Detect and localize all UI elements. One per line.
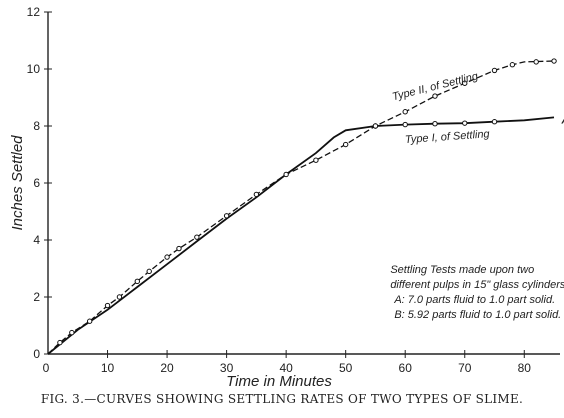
series-B-point (164, 254, 170, 260)
series-B-point (509, 62, 516, 68)
series-B-point (134, 278, 141, 285)
series-B-line (47, 60, 555, 355)
x-tick-label: 60 (399, 361, 413, 375)
series-B-point (533, 59, 539, 65)
series-B-point (69, 329, 75, 336)
series-B-point (313, 157, 319, 163)
annotation-line: B: 5.92 parts fluid to 1.0 part solid. (394, 309, 561, 321)
y-tick-label: 6 (33, 176, 40, 190)
series-B-point (462, 80, 468, 86)
series-B-point (551, 58, 557, 64)
y-tick-label: 10 (27, 62, 41, 76)
series-A-point (462, 120, 468, 126)
x-tick-label: 30 (220, 361, 234, 375)
series-B-point (372, 123, 379, 129)
x-tick-label: 0 (43, 361, 50, 375)
series-B-point (194, 234, 200, 240)
annotation-line: Settling Tests made upon two (390, 264, 534, 276)
series-A-tag: A (561, 110, 564, 127)
series-B-point (491, 67, 498, 74)
y-tick-label: 12 (27, 5, 41, 19)
series-B-point (176, 245, 182, 252)
series-B-point (86, 318, 93, 324)
y-tick-label: 0 (33, 347, 40, 361)
series-B-point (432, 93, 438, 99)
annotation-line: different pulps in 15" glass cylinders. (390, 279, 564, 291)
series-B-point (104, 302, 111, 309)
series-B-point (342, 141, 349, 148)
series-A-point (432, 121, 438, 127)
x-tick-label: 40 (279, 361, 293, 375)
figure-caption: FIG. 3.—CURVES SHOWING SETTLING RATES OF… (40, 392, 524, 406)
series-A-point (402, 121, 408, 128)
x-tick-label: 80 (518, 361, 532, 375)
series-A-point (491, 119, 498, 125)
x-tick-label: 70 (458, 361, 472, 375)
series-B-point (253, 191, 260, 198)
series-B-point (57, 339, 63, 346)
series-B-point (146, 268, 152, 275)
x-tick-label: 10 (101, 361, 115, 375)
settling-chart: 0 2 4 6 8 10 12 0 10 20 30 40 50 60 70 80 Time in Minute… (9, 5, 564, 390)
y-tick-label: 8 (33, 119, 40, 133)
y-tick-label: 4 (33, 233, 40, 247)
series-B-point (402, 109, 408, 115)
series-B-point (116, 294, 123, 300)
annotation-line: A: 7.0 parts fluid to 1.0 part solid. (393, 294, 555, 306)
series-A-label: Type I, of Settling (405, 128, 491, 146)
series-B-point (223, 213, 230, 219)
series-B-point (283, 171, 289, 178)
y-tick-label: 2 (33, 290, 40, 304)
x-tick-label: 50 (339, 361, 353, 375)
y-axis-label: Inches Settled (9, 135, 26, 231)
x-tick-label: 20 (160, 361, 174, 375)
x-axis-label: Time in Minutes (226, 373, 332, 390)
